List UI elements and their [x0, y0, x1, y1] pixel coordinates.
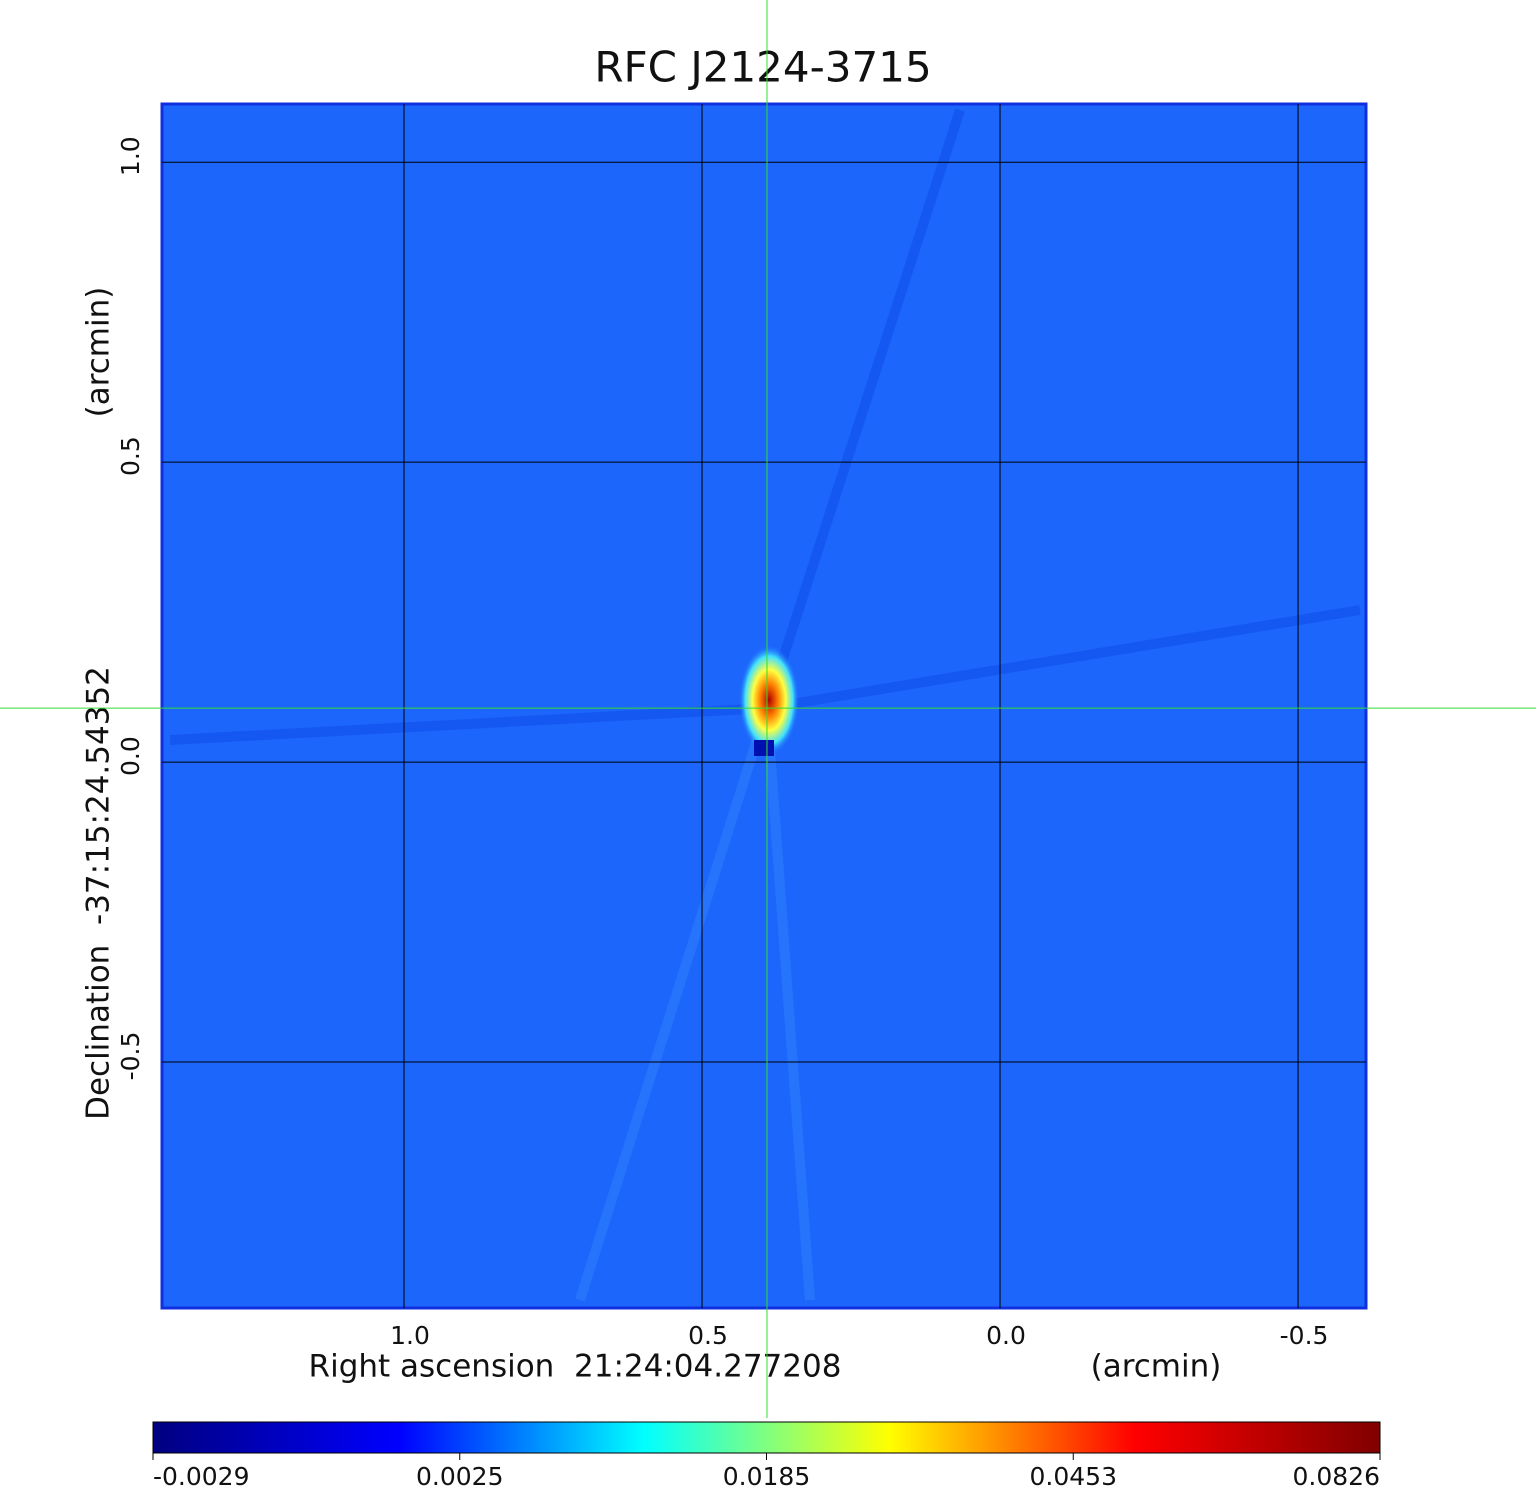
y-axis-label: Declination -37:15:24.54352	[81, 666, 117, 1120]
x-tick-label: 1.0	[390, 1321, 430, 1350]
x-axis-unit: (arcmin)	[1091, 1349, 1222, 1385]
y-axis-unit: (arcmin)	[81, 287, 117, 418]
colorbar-tick-label: -0.0029	[153, 1462, 250, 1491]
colorbar	[152, 1421, 1381, 1454]
chart-title: RFC J2124-3715	[594, 43, 931, 92]
y-tick-label: 0.0	[116, 736, 145, 776]
x-tick-label: -0.5	[1280, 1321, 1329, 1350]
source-artifact	[754, 740, 774, 756]
x-tick-label: 0.5	[688, 1321, 728, 1350]
colorbar-tick-label: 0.0453	[1030, 1462, 1117, 1491]
x-tick-label: 0.0	[986, 1321, 1026, 1350]
colorbar-tick-label: 0.0025	[416, 1462, 503, 1491]
x-axis-label: Right ascension 21:24:04.277208	[309, 1349, 842, 1385]
y-tick-label: 1.0	[116, 136, 145, 176]
y-tick-label: -0.5	[116, 1032, 145, 1081]
colorbar-tick-label: 0.0185	[723, 1462, 810, 1491]
source	[739, 645, 799, 755]
sidelobes	[169, 108, 1361, 1302]
y-tick-label: 0.5	[116, 436, 145, 476]
colorbar-tick-label: 0.0826	[1293, 1462, 1380, 1491]
